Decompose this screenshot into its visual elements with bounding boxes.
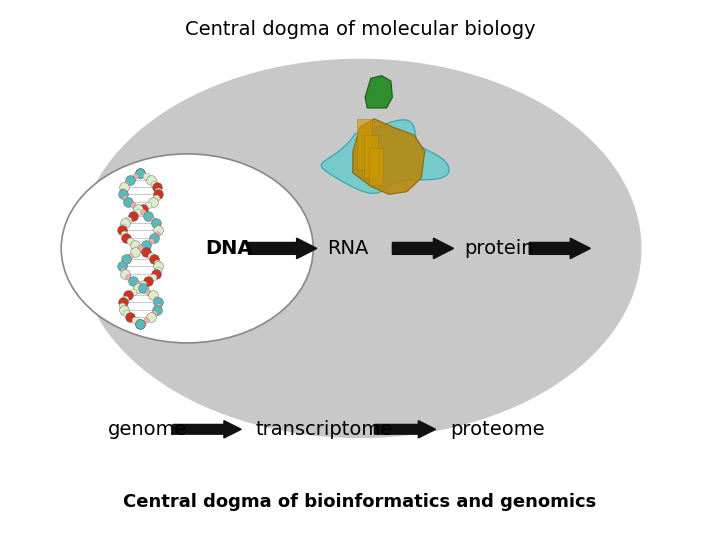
Polygon shape: [357, 119, 372, 170]
Polygon shape: [353, 119, 425, 194]
Text: RNA: RNA: [328, 239, 369, 258]
FancyArrow shape: [392, 238, 454, 259]
Polygon shape: [364, 135, 378, 178]
FancyArrow shape: [248, 238, 317, 259]
FancyArrow shape: [173, 421, 241, 438]
Text: protein: protein: [464, 239, 534, 258]
Text: Central dogma of bioinformatics and genomics: Central dogma of bioinformatics and geno…: [123, 493, 597, 511]
Text: DNA: DNA: [205, 239, 253, 258]
Polygon shape: [321, 120, 449, 193]
Text: Central dogma of molecular biology: Central dogma of molecular biology: [185, 20, 535, 39]
Ellipse shape: [79, 59, 641, 437]
Polygon shape: [369, 148, 383, 185]
FancyArrow shape: [374, 421, 436, 438]
Circle shape: [61, 154, 313, 343]
FancyArrow shape: [529, 238, 590, 259]
Text: genome: genome: [108, 420, 187, 439]
Text: transcriptome: transcriptome: [256, 420, 393, 439]
Text: proteome: proteome: [450, 420, 544, 439]
Polygon shape: [365, 76, 392, 108]
